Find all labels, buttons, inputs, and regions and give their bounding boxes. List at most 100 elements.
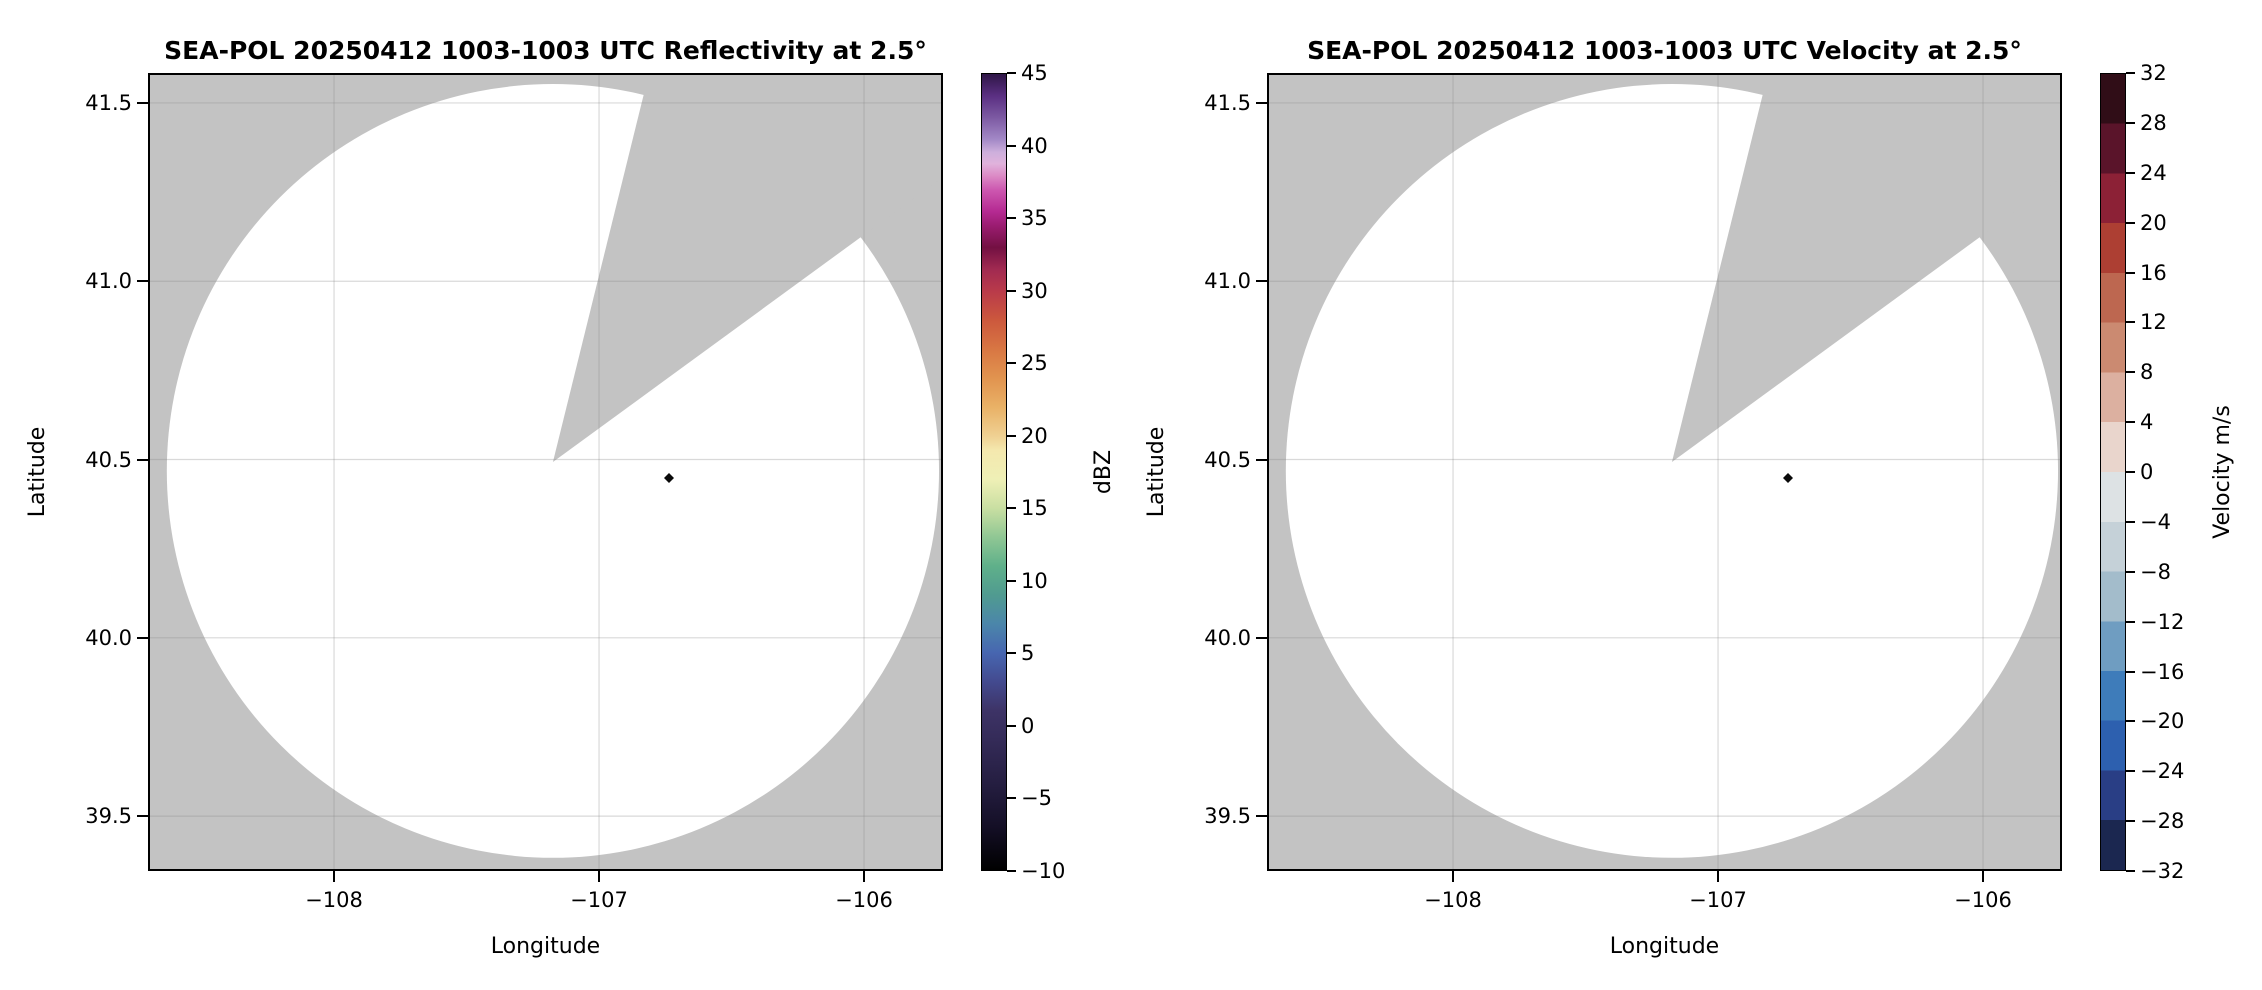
y-axis-tick [1256, 101, 1267, 104]
colorbar-tick [2126, 171, 2135, 174]
colorbar-tick [1007, 724, 1016, 727]
colorbar-tick-label: 32 [2140, 61, 2167, 85]
x-tick-label: −107 [570, 888, 628, 912]
colorbar-tick-label: 4 [2140, 410, 2154, 435]
y-axis-tick [137, 458, 148, 461]
y-axis-tick [1256, 636, 1267, 639]
y-tick-label: 40.5 [85, 447, 132, 472]
colorbar-tick-label: 20 [1021, 423, 1048, 448]
colorbar-tick-label: −12 [2140, 609, 2185, 634]
velocity-colorbar [2100, 73, 2126, 871]
y-axis-tick [1256, 280, 1267, 283]
y-tick-label: 41.0 [85, 269, 132, 294]
colorbar-tick [2126, 720, 2135, 723]
echo-marker [663, 473, 674, 484]
colorbar-tick [1007, 144, 1016, 147]
colorbar-tick [2126, 72, 2135, 74]
colorbar-tick-label: −10 [1021, 859, 1066, 883]
x-tick-label: −108 [305, 888, 363, 912]
colorbar-tick [2126, 121, 2135, 124]
colorbar-tick [2126, 770, 2135, 773]
x-tick-label: −107 [1689, 888, 1747, 912]
colorbar-tick [2126, 870, 2135, 872]
left-y-axis-label: Latitude [25, 426, 50, 518]
colorbar-tick-label: 10 [1021, 568, 1048, 593]
colorbar-tick-label: 8 [2140, 360, 2154, 385]
missing-data-wedge [1671, 73, 2062, 463]
y-axis-tick [137, 280, 148, 283]
colorbar-tick-label: −4 [2140, 509, 2171, 534]
colorbar-tick [2126, 371, 2135, 374]
colorbar-tick-label: −20 [2140, 709, 2185, 734]
y-tick-label: 41.0 [1204, 269, 1251, 294]
y-axis-tick [137, 815, 148, 818]
colorbar-tick [2126, 271, 2135, 274]
colorbar-tick-label: 40 [1021, 133, 1048, 158]
axes-border [148, 73, 943, 871]
colorbar-tick-label: −24 [2140, 759, 2185, 784]
colorbar-tick [2126, 321, 2135, 324]
y-axis-tick [1256, 458, 1267, 461]
y-tick-label: 40.5 [1204, 447, 1251, 472]
velocity-colorbar-label: Velocity m/s [2210, 405, 2235, 539]
colorbar-tick-label: 45 [1021, 61, 1048, 85]
colorbar-tick [1007, 507, 1016, 510]
reflectivity-colorbar [981, 73, 1007, 871]
left-plot-title: SEA-POL 20250412 1003-1003 UTC Reflectiv… [164, 36, 927, 65]
colorbar-tick [2126, 670, 2135, 673]
colorbar-tick [2126, 520, 2135, 523]
colorbar-tick [1007, 434, 1016, 437]
colorbar-tick [2126, 221, 2135, 224]
colorbar-tick [1007, 870, 1016, 872]
colorbar-tick-label: 30 [1021, 278, 1048, 303]
colorbar-tick [2126, 570, 2135, 573]
colorbar-tick-label: 28 [2140, 110, 2167, 135]
left-x-axis-label: Longitude [490, 934, 601, 959]
axes-border [1267, 73, 2062, 871]
x-tick-label: −106 [835, 888, 893, 912]
y-axis-tick [1256, 815, 1267, 818]
y-tick-label: 39.5 [85, 804, 132, 829]
left-plot-axes [148, 73, 943, 871]
x-tick-label: −106 [1954, 888, 2012, 912]
right-y-axis-label: Latitude [1144, 426, 1169, 518]
colorbar-tick-label: −28 [2140, 809, 2185, 834]
y-tick-label: 40.0 [1204, 625, 1251, 650]
colorbar-tick-label: 16 [2140, 260, 2167, 285]
right-plot-title: SEA-POL 20250412 1003-1003 UTC Velocity … [1307, 36, 2022, 65]
echo-marker [1782, 473, 1793, 484]
colorbar-tick [2126, 820, 2135, 823]
colorbar-tick [1007, 362, 1016, 365]
x-axis-tick [1452, 871, 1455, 882]
y-tick-label: 41.5 [1204, 90, 1251, 115]
colorbar-tick [1007, 579, 1016, 582]
x-axis-tick [333, 871, 336, 882]
missing-data-wedge [552, 73, 943, 463]
right-x-axis-label: Longitude [1609, 934, 1720, 959]
y-tick-label: 39.5 [1204, 804, 1251, 829]
x-axis-tick [598, 871, 601, 882]
colorbar-tick [1007, 652, 1016, 655]
colorbar-tick [2126, 620, 2135, 623]
colorbar-tick [1007, 797, 1016, 800]
colorbar-tick-label: 24 [2140, 160, 2167, 185]
y-tick-label: 40.0 [85, 625, 132, 650]
colorbar-tick-label: −8 [2140, 559, 2171, 584]
colorbar-tick-label: −16 [2140, 659, 2185, 684]
colorbar-tick [1007, 217, 1016, 220]
colorbar-tick-label: 0 [2140, 460, 2154, 484]
x-axis-tick [1717, 871, 1720, 882]
colorbar-tick [2126, 471, 2135, 473]
y-axis-tick [137, 636, 148, 639]
colorbar-tick [2126, 421, 2135, 424]
y-axis-tick [137, 101, 148, 104]
colorbar-tick-label: 35 [1021, 206, 1048, 231]
colorbar-tick-label: −5 [1021, 786, 1052, 811]
x-axis-tick [1982, 871, 1985, 882]
x-tick-label: −108 [1424, 888, 1482, 912]
colorbar-tick-label: 5 [1021, 641, 1035, 666]
colorbar-tick-label: 0 [1021, 713, 1035, 738]
colorbar-tick-label: −32 [2140, 859, 2185, 883]
x-axis-tick [863, 871, 866, 882]
